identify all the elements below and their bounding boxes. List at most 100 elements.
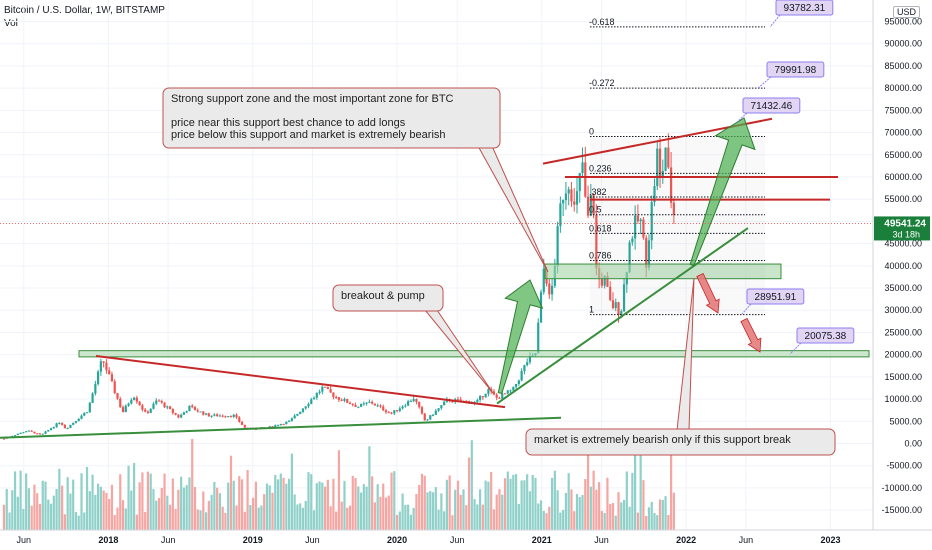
candle (340, 399, 343, 401)
volume-bar (628, 506, 631, 530)
candle (210, 415, 213, 417)
candle (202, 411, 205, 415)
volume-bar (343, 480, 346, 530)
candle (434, 410, 437, 415)
candle (312, 397, 316, 400)
support-zone-40k (544, 263, 782, 280)
candle (88, 402, 91, 413)
volume-bar (132, 463, 136, 530)
volume-bar (545, 513, 548, 530)
time-axis-tick: Jun (594, 535, 609, 545)
candle (517, 380, 520, 385)
volume-bar (423, 475, 426, 530)
support-callout-text-line: price below this support and market is e… (171, 129, 446, 141)
volume-bar (166, 495, 169, 530)
candle (105, 362, 108, 371)
candle (653, 186, 656, 203)
candle (55, 423, 58, 428)
candle (160, 401, 163, 403)
volume-bar (213, 481, 216, 530)
volume-bar (249, 504, 252, 530)
volume-bar (58, 468, 61, 530)
candle (401, 406, 404, 409)
candle (329, 389, 332, 393)
candle (371, 401, 374, 404)
last-price-countdown: 3d 18h (892, 229, 920, 239)
candle (52, 427, 55, 429)
candle (232, 414, 235, 417)
volume-bar (371, 476, 374, 530)
fib-level-label: -0.272 (589, 78, 615, 88)
candle (611, 300, 615, 308)
candle (609, 286, 612, 301)
fib-level-label: 0.618 (589, 223, 612, 233)
volume-bar (144, 512, 147, 530)
volume-bar (431, 492, 435, 530)
candle (36, 433, 39, 435)
candle (661, 170, 664, 178)
symbol-title[interactable]: Bitcoin / U.S. Dollar, 1W, BITSTAMP (4, 5, 165, 16)
time-axis-tick: Jun (305, 535, 320, 545)
candle (670, 167, 673, 203)
volume-bar (74, 512, 78, 530)
candle (318, 391, 321, 393)
volume-bar (276, 479, 280, 530)
volume-bar (437, 509, 440, 530)
candle (182, 412, 186, 415)
volume-bar (614, 515, 617, 530)
price-label-connector (757, 76, 772, 89)
volume-bar (246, 470, 249, 530)
volume-bar (307, 472, 310, 530)
volume-bar (218, 493, 222, 530)
candle (58, 423, 61, 425)
candle (614, 302, 617, 308)
candle (332, 392, 335, 397)
price-axis-tick: 55000.00 (884, 194, 922, 204)
volume-bar (550, 477, 554, 530)
candle (27, 430, 31, 432)
volume-bar (83, 512, 86, 530)
volume-bar (135, 514, 138, 530)
candle (127, 403, 130, 406)
currency-button[interactable]: USD (892, 6, 920, 18)
candle (221, 415, 224, 417)
support-callout-fill (164, 89, 499, 147)
price-axis-tick: -15000.00 (881, 505, 922, 515)
candle (639, 219, 642, 222)
fib-level-label: 0 (589, 127, 594, 137)
time-axis-tick: Jun (739, 535, 754, 545)
candle (656, 148, 659, 187)
volume-bar (22, 508, 25, 530)
volume-bar (52, 495, 55, 530)
candle (41, 433, 44, 435)
candle (368, 401, 371, 403)
candle (456, 399, 460, 401)
candle (157, 400, 161, 402)
volume-bar (459, 494, 462, 530)
candle (650, 202, 653, 241)
candle (288, 420, 291, 422)
volume-bar (168, 504, 172, 530)
volume-bar (160, 487, 163, 530)
volume-bar (492, 509, 496, 530)
volume-bar (41, 480, 44, 530)
candle (282, 424, 285, 426)
candlesticks (2, 133, 675, 440)
volume-bar (102, 490, 105, 530)
volume-bar (152, 489, 155, 530)
candle (110, 374, 114, 382)
volume-bar (25, 473, 28, 530)
volume-bar (146, 471, 150, 530)
chart-header: Bitcoin / U.S. Dollar, 1W, BITSTAMP Vol (4, 4, 165, 30)
volume-bar (578, 497, 581, 530)
candle (390, 412, 393, 414)
candle (243, 424, 246, 428)
volume-bar (91, 474, 94, 530)
candle (567, 189, 570, 194)
time-axis-tick: Jun (450, 535, 465, 545)
candle (404, 405, 407, 407)
candle (603, 276, 606, 286)
candle (299, 411, 302, 414)
candle (443, 401, 446, 406)
